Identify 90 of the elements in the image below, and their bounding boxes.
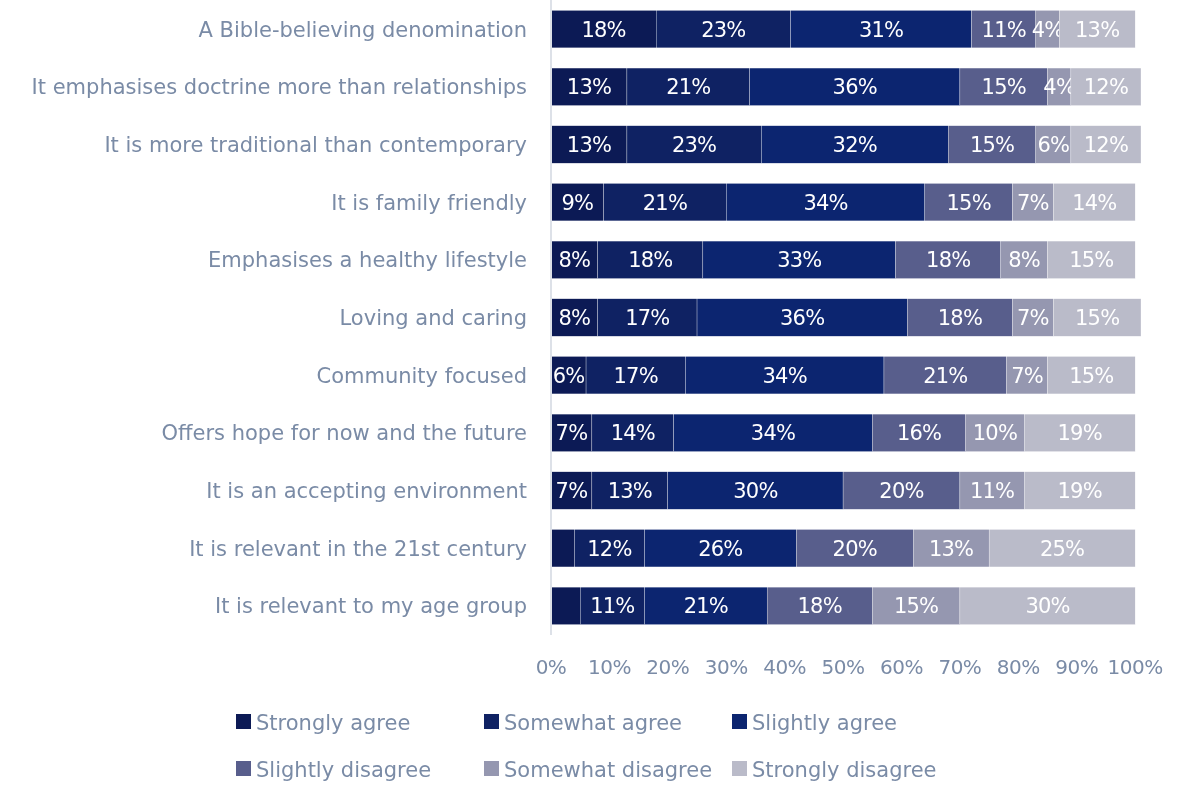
x-tick-label: 90% <box>1055 655 1099 680</box>
data-label: 30% <box>1025 594 1070 619</box>
x-tick-label: 80% <box>996 655 1040 680</box>
data-label: 14% <box>610 421 655 446</box>
legend-label: Slightly agree <box>752 710 898 735</box>
x-tick-label: 20% <box>646 655 690 680</box>
data-label: 23% <box>701 17 746 42</box>
data-label: 7% <box>1011 363 1043 388</box>
legend-label: Strongly disagree <box>752 757 937 782</box>
data-label: 15% <box>981 75 1026 100</box>
data-label: 18% <box>628 248 673 273</box>
data-label: 32% <box>832 133 877 158</box>
data-label: 7% <box>555 421 588 446</box>
data-label: 8% <box>558 306 591 331</box>
data-label: 34% <box>762 363 807 388</box>
y-tick-label: It emphasises doctrine more than relationships <box>31 75 527 100</box>
data-label: 15% <box>969 133 1015 158</box>
data-label: 18% <box>926 248 971 273</box>
data-label: 15% <box>1069 248 1114 273</box>
y-tick-label: Emphasises a healthy lifestyle <box>208 248 527 273</box>
data-label: 13% <box>1075 17 1120 42</box>
y-tick-label: It is relevant to my age group <box>214 594 527 619</box>
data-label: 34% <box>750 421 796 446</box>
data-label: 13% <box>566 75 612 100</box>
legend-label: Strongly agree <box>256 710 411 735</box>
data-label: 19% <box>1057 421 1102 446</box>
data-label: 19% <box>1057 479 1102 504</box>
legend-label: Slightly disagree <box>256 757 432 782</box>
data-label: 26% <box>698 536 743 561</box>
data-label: 7% <box>1017 306 1049 331</box>
data-label: 18% <box>797 594 842 619</box>
x-tick-label: 0% <box>535 655 567 680</box>
y-tick-label: A Bible-believing denomination <box>198 17 527 42</box>
x-tick-label: 100% <box>1107 655 1163 680</box>
data-label: 20% <box>832 536 877 561</box>
data-label: 13% <box>607 479 652 504</box>
y-tick-label: It is family friendly <box>331 190 527 215</box>
data-label: 16% <box>896 421 942 446</box>
data-label: 21% <box>923 363 968 388</box>
data-label: 6% <box>552 363 585 388</box>
data-label: 13% <box>929 536 974 561</box>
data-label: 11% <box>590 594 635 619</box>
data-label: 36% <box>780 306 825 331</box>
data-label: 12% <box>1083 133 1129 158</box>
data-label: 25% <box>1040 536 1085 561</box>
y-tick-label: Offers hope for now and the future <box>161 421 527 446</box>
legend-label: Somewhat agree <box>504 710 683 735</box>
y-tick-label: It is relevant in the 21st century <box>189 536 527 561</box>
data-label: 15% <box>1075 306 1120 331</box>
x-tick-label: 30% <box>704 655 748 680</box>
y-tick-label: Community focused <box>316 363 527 388</box>
data-label: 34% <box>803 190 848 215</box>
data-label: 31% <box>858 17 904 42</box>
data-label: 30% <box>733 479 778 504</box>
data-label: 21% <box>666 75 711 100</box>
data-label: 21% <box>642 190 688 215</box>
data-label: 11% <box>981 17 1026 42</box>
x-tick-label: 40% <box>763 655 807 680</box>
x-tick-label: 50% <box>821 655 865 680</box>
data-label: 11% <box>969 479 1015 504</box>
data-label: 12% <box>1083 75 1129 100</box>
data-label: 15% <box>1069 363 1114 388</box>
data-label: 8% <box>558 248 591 273</box>
data-label: 6% <box>1037 133 1070 158</box>
data-label: 7% <box>555 479 588 504</box>
data-label: 8% <box>1008 248 1041 273</box>
data-label: 33% <box>777 248 822 273</box>
data-label: 17% <box>613 363 658 388</box>
data-label: 7% <box>1017 190 1049 215</box>
data-label: 10% <box>972 421 1018 446</box>
y-tick-label: It is more traditional than contemporary <box>104 133 527 158</box>
x-tick-label: 70% <box>938 655 982 680</box>
y-tick-label: It is an accepting environment <box>206 479 527 504</box>
data-label: 9% <box>561 190 594 215</box>
legend-label: Somewhat disagree <box>504 757 713 782</box>
data-label: 14% <box>1072 190 1117 215</box>
data-label: 13% <box>566 133 612 158</box>
data-label: 15% <box>893 594 939 619</box>
data-label: 18% <box>581 17 626 42</box>
data-label: 36% <box>832 75 877 100</box>
x-tick-label: 60% <box>880 655 923 680</box>
y-tick-label: Loving and caring <box>339 306 527 331</box>
data-label: 17% <box>625 306 670 331</box>
data-label: 21% <box>683 594 728 619</box>
data-label: 23% <box>671 133 717 158</box>
x-tick-label: 10% <box>587 655 631 680</box>
data-label: 18% <box>937 306 983 331</box>
data-label: 20% <box>879 479 924 504</box>
data-label: 15% <box>946 190 991 215</box>
data-label: 12% <box>587 536 632 561</box>
